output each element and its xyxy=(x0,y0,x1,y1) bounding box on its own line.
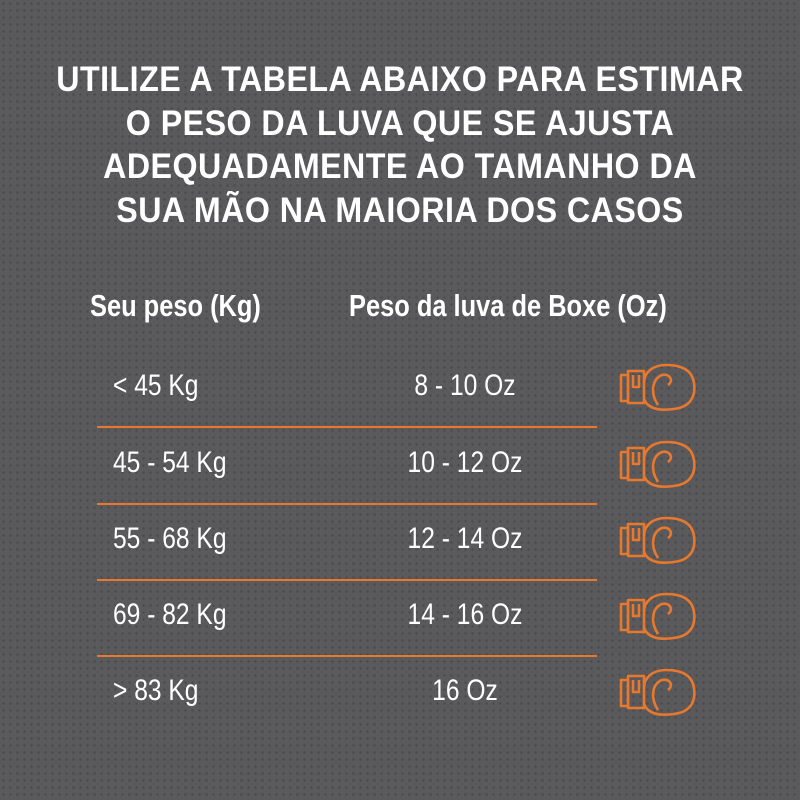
title-line: O PESO DA LUVA QUE SE AJUSTA xyxy=(125,103,675,143)
row-divider xyxy=(97,503,597,505)
header-glove: Peso da luva de Boxe (Oz) xyxy=(349,288,667,323)
glove-cell: 12 - 14 Oz xyxy=(407,522,523,555)
title-line: UTILIZE A TABELA ABAIXO PARA ESTIMAR xyxy=(56,60,744,99)
page-title: UTILIZE A TABELA ABAIXO PARA ESTIMAR O P… xyxy=(0,58,800,232)
glove-cell: 8 - 10 Oz xyxy=(414,369,516,402)
table-row: 55 - 68 Kg 12 - 14 Oz xyxy=(0,516,800,564)
boxing-glove-icon xyxy=(618,668,698,720)
title-line: SUA MÃO NA MAIORIA DOS CASOS xyxy=(116,190,684,230)
boxing-glove-icon xyxy=(618,516,698,568)
weight-cell: > 83 Kg xyxy=(113,674,199,707)
boxing-glove-icon xyxy=(618,363,698,415)
glove-cell: 14 - 16 Oz xyxy=(407,598,523,631)
weight-cell: 55 - 68 Kg xyxy=(113,522,227,555)
table-row: < 45 Kg 8 - 10 Oz xyxy=(0,363,800,411)
boxing-glove-icon xyxy=(618,592,698,644)
title-line: ADEQUADAMENTE AO TAMANHO DA xyxy=(103,147,697,186)
glove-cell: 10 - 12 Oz xyxy=(407,446,523,479)
weight-cell: 45 - 54 Kg xyxy=(113,446,227,479)
row-divider xyxy=(97,655,597,657)
weight-cell: 69 - 82 Kg xyxy=(113,598,227,631)
table-row: 69 - 82 Kg 14 - 16 Oz xyxy=(0,592,800,640)
table-row: 45 - 54 Kg 10 - 12 Oz xyxy=(0,440,800,488)
row-divider xyxy=(97,579,597,581)
boxing-glove-icon xyxy=(618,440,698,492)
weight-cell: < 45 Kg xyxy=(113,369,199,402)
row-divider xyxy=(97,426,597,428)
header-weight: Seu peso (Kg) xyxy=(90,288,261,323)
table-row: > 83 Kg 16 Oz xyxy=(0,668,800,716)
glove-cell: 16 Oz xyxy=(432,674,498,707)
